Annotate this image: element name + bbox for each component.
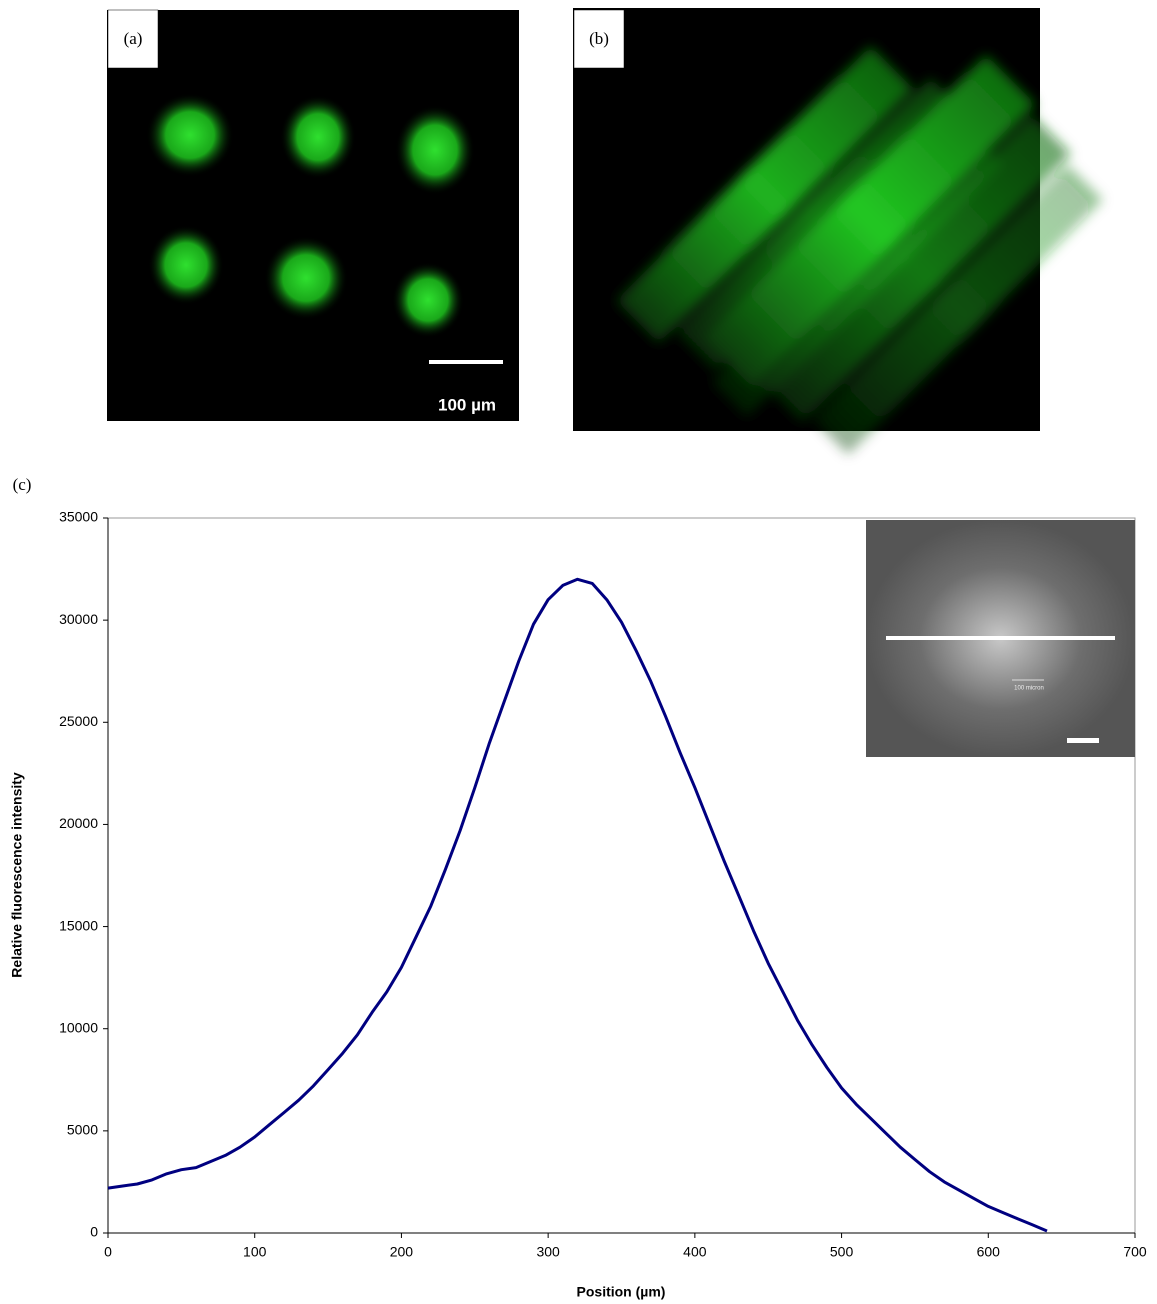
y-tick-label: 10000 bbox=[59, 1019, 98, 1035]
panel-label: (a) bbox=[124, 29, 143, 48]
inset-scale-label: 100 micron bbox=[1014, 686, 1044, 692]
y-tick-label: 30000 bbox=[59, 611, 98, 627]
scale-bar-label: 100 µm bbox=[438, 395, 496, 414]
panel-a-image bbox=[107, 9, 519, 421]
x-tick-label: 700 bbox=[1123, 1244, 1147, 1260]
y-tick-label: 35000 bbox=[59, 509, 98, 525]
data-line bbox=[107, 577, 1048, 1233]
x-tick-label: 0 bbox=[104, 1244, 112, 1260]
x-tick-label: 400 bbox=[683, 1244, 707, 1260]
panel-b-image bbox=[573, 8, 1103, 455]
y-tick-label: 5000 bbox=[67, 1122, 98, 1138]
y-axis-label: Relative fluorescence intensity bbox=[9, 772, 25, 978]
x-tick-label: 200 bbox=[390, 1244, 414, 1260]
y-tick-label: 20000 bbox=[59, 815, 98, 831]
inset-image bbox=[866, 520, 1135, 757]
x-tick-label: 300 bbox=[536, 1244, 560, 1260]
x-tick-label: 600 bbox=[977, 1244, 1001, 1260]
x-tick-label: 100 bbox=[243, 1244, 267, 1260]
panel-label: (b) bbox=[589, 29, 609, 48]
x-tick-label: 500 bbox=[830, 1244, 854, 1260]
y-tick-label: 0 bbox=[90, 1224, 98, 1240]
panel-label: (c) bbox=[13, 475, 32, 494]
x-axis-label: Position (µm) bbox=[577, 1284, 666, 1300]
y-tick-label: 15000 bbox=[59, 917, 98, 933]
y-tick-label: 25000 bbox=[59, 713, 98, 729]
